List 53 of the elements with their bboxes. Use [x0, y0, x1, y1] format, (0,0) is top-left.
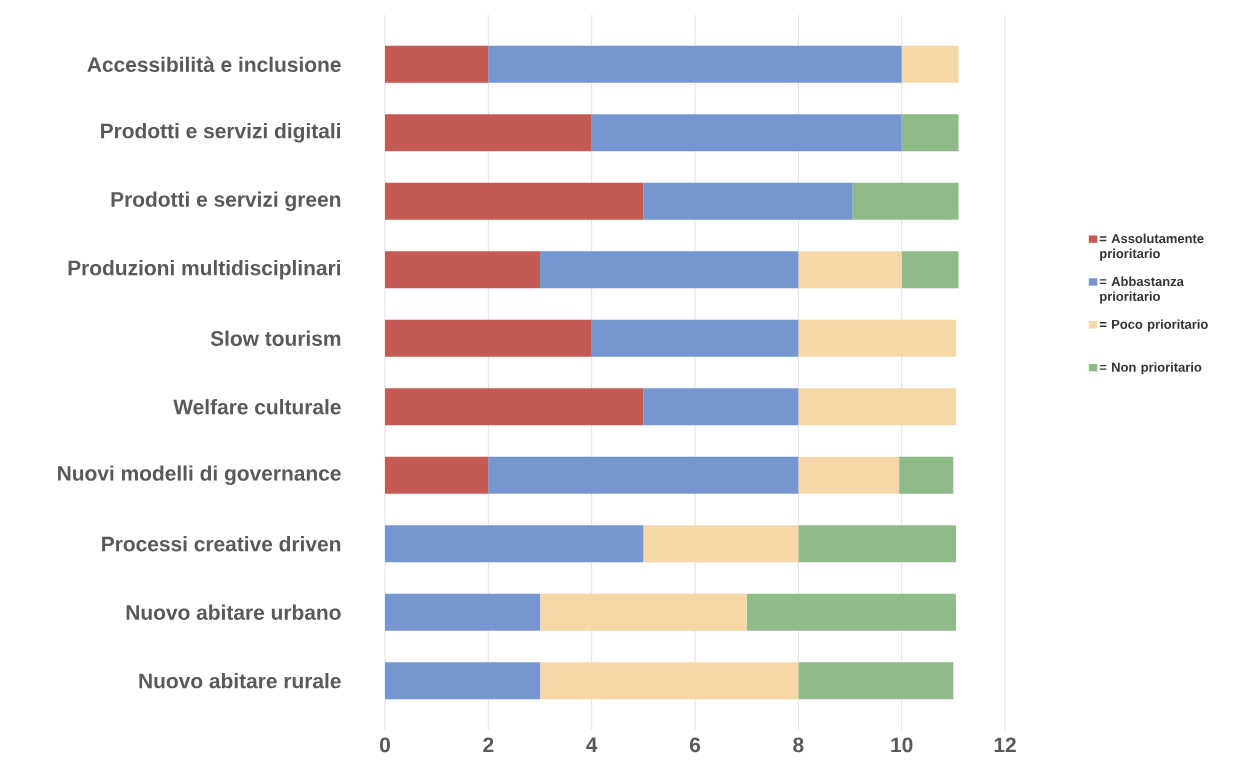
bar [643, 525, 799, 563]
y-tick-label: Slow tourism [210, 330, 341, 346]
x-tick-label: 2 [483, 737, 494, 753]
bar [746, 593, 956, 631]
x-tick-label: 4 [586, 737, 598, 752]
bar [798, 662, 954, 700]
bar [798, 388, 956, 426]
x-tick-label: 10 [891, 737, 913, 753]
bar [798, 525, 956, 563]
bar [385, 662, 541, 700]
bar [385, 388, 644, 426]
bar [591, 319, 799, 357]
bar [385, 182, 644, 220]
bar [385, 525, 644, 563]
y-tick-label: Produzioni multidisciplinari [68, 260, 341, 280]
y-tick-label: Accessibilità e inclusione [87, 56, 341, 73]
y-tick-label: Nuovo abitare rurale [139, 673, 341, 689]
bar [540, 593, 747, 631]
bar [643, 388, 799, 426]
bar [798, 319, 956, 357]
bar [540, 251, 799, 289]
bar [385, 593, 541, 631]
y-tick-label: Processi creative driven [102, 536, 341, 552]
y-tick-label: Welfare culturale [173, 399, 341, 415]
bar [643, 182, 853, 220]
bar [901, 251, 959, 289]
bar [901, 45, 959, 83]
legend-label: = Assolutamente prioritario [1099, 233, 1204, 261]
bar [385, 456, 489, 494]
bar [798, 456, 900, 494]
x-tick-label: 6 [689, 737, 701, 753]
bar [591, 114, 902, 152]
bar [899, 456, 954, 494]
bar [901, 114, 959, 152]
bar [488, 456, 799, 494]
y-tick-label: Prodotti e servizi digitali [101, 122, 340, 143]
bar [540, 662, 799, 700]
bar [852, 182, 959, 220]
x-tick-label: 12 [994, 737, 1016, 753]
y-tick-label: Prodotti e servizi green [111, 191, 341, 212]
x-tick-label: 0 [380, 737, 390, 753]
bar [385, 251, 541, 289]
legend-label: = Poco prioritario [1099, 319, 1208, 332]
bar [798, 251, 902, 289]
legend-label: = Abbastanza prioritario [1099, 276, 1184, 304]
legend-label: = Non prioritario [1099, 362, 1202, 375]
bar [385, 45, 489, 83]
y-tick-label: Nuovo abitare urbano [126, 604, 341, 620]
bar [385, 319, 592, 357]
x-tick-label: 8 [793, 737, 804, 753]
bar [385, 114, 592, 152]
bar [488, 45, 902, 83]
y-tick-label: Nuovi modelli di governance [58, 465, 341, 486]
